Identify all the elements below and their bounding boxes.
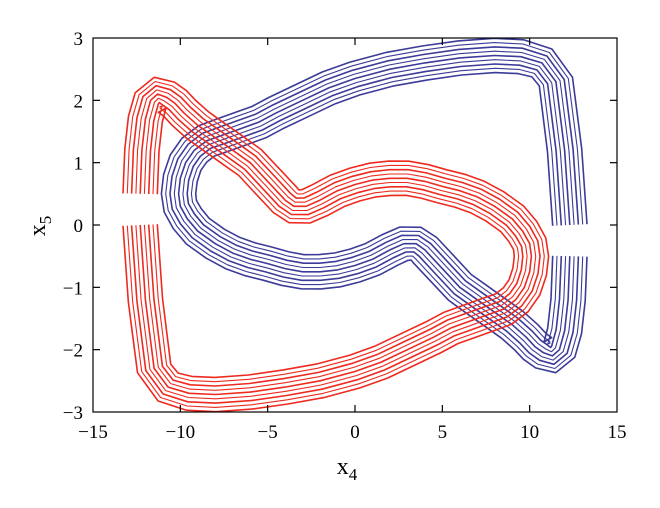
y-tick-label: 1 bbox=[74, 154, 84, 175]
series-1-strand bbox=[160, 38, 588, 374]
attractor-series-layer bbox=[122, 38, 588, 412]
series-1-strand bbox=[182, 59, 567, 353]
series-2-trajectory bbox=[122, 76, 550, 412]
y-tick-label: −3 bbox=[63, 403, 83, 424]
series-1-strand bbox=[194, 71, 554, 343]
series-1-strand bbox=[186, 63, 563, 349]
series-1-strand bbox=[177, 54, 571, 357]
y-tick-label: −2 bbox=[63, 341, 83, 362]
series-2-strand bbox=[152, 105, 520, 383]
x-tick-label: −15 bbox=[78, 422, 108, 443]
series-2-strand bbox=[126, 80, 545, 408]
x-tick-label: 0 bbox=[350, 422, 360, 443]
series-2-strand bbox=[122, 76, 550, 412]
x-tick-label: 5 bbox=[438, 422, 448, 443]
series-1-strand bbox=[165, 42, 584, 370]
series-1-strand bbox=[169, 46, 580, 366]
series-2-strand bbox=[135, 89, 537, 400]
x-tick-label: −5 bbox=[258, 422, 278, 443]
series-2-strand bbox=[156, 107, 516, 379]
series-2-strand bbox=[147, 101, 524, 387]
x-axis-label: x4 bbox=[337, 454, 358, 484]
y-tick-label: 3 bbox=[74, 29, 84, 50]
y-tick-label: 0 bbox=[74, 216, 84, 237]
x-tick-label: −10 bbox=[165, 422, 195, 443]
series-1-strand bbox=[173, 50, 575, 361]
y-tick-label: −1 bbox=[63, 278, 83, 299]
series-1-strand bbox=[190, 67, 558, 345]
series-2-strand bbox=[143, 97, 528, 391]
y-axis-label: x5 bbox=[25, 216, 55, 237]
series-2-strand bbox=[130, 84, 541, 404]
x-tick-label: 15 bbox=[608, 422, 627, 443]
y-tick-label: 2 bbox=[74, 91, 84, 112]
x-tick-label: 10 bbox=[520, 422, 539, 443]
series-2-strand bbox=[139, 93, 533, 396]
